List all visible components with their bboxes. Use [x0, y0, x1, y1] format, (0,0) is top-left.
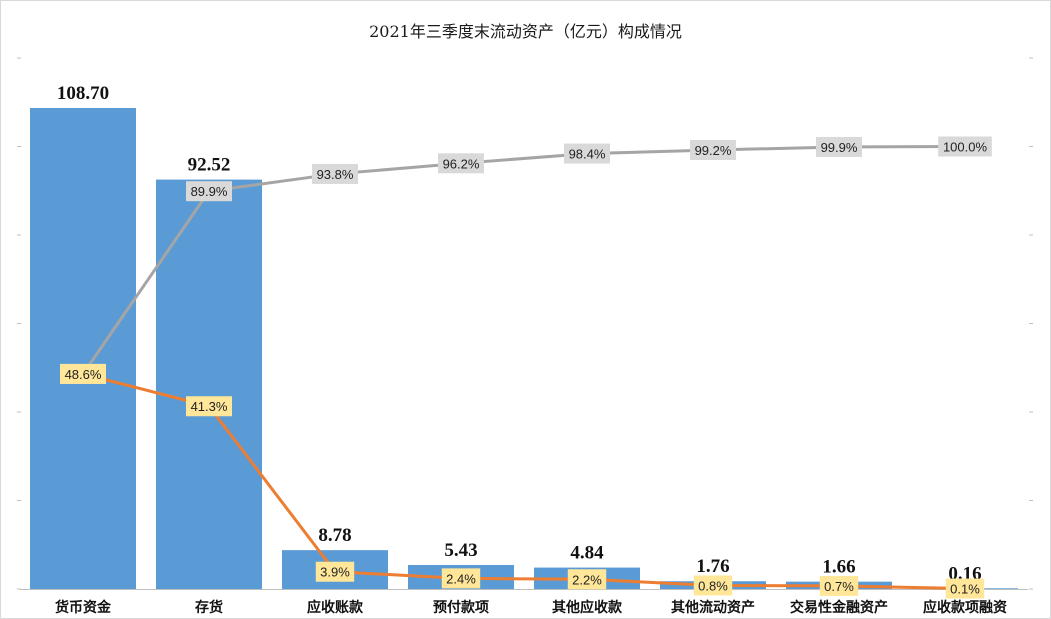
point-label: 3.9%: [320, 565, 350, 580]
x-tick-label: 存货: [195, 599, 223, 616]
point-label: 2.4%: [446, 571, 476, 586]
bar-value-label: 4.84: [570, 543, 604, 564]
x-tick-label: 应收款项融资: [923, 599, 1007, 616]
point-label-box: [186, 396, 232, 417]
bar-value-label: 1.76: [696, 556, 729, 577]
share-labels: 48.6% 41.3% 3.9% 2.4% 2.2% 0.8% 0.7% 0.1%: [60, 363, 985, 599]
point-label: 93.8%: [317, 167, 354, 182]
point-label-box: [693, 575, 733, 596]
point-label: 99.2%: [695, 143, 732, 158]
point-label-box: [945, 578, 985, 599]
bar-value-label: 108.70: [57, 83, 109, 104]
bar-value-label: 1.66: [822, 557, 855, 578]
point-label-box: [312, 163, 358, 184]
x-tick-label: 货币资金: [54, 599, 112, 616]
chart-title: 2021年三季度末流动资产（亿元）构成情况: [369, 22, 682, 41]
x-tick-label: 其他流动资产: [671, 599, 755, 616]
bar: [156, 179, 262, 589]
bar-value-label: 8.78: [318, 525, 351, 546]
point-label-box: [564, 143, 610, 164]
point-label: 41.3%: [191, 399, 228, 414]
point-label: 89.9%: [191, 184, 228, 199]
point-label-box: [441, 568, 481, 589]
bar-value-label: 5.43: [444, 540, 477, 561]
point-label-box: [315, 561, 355, 582]
point-label: 96.2%: [443, 156, 480, 171]
point-label-box: [186, 181, 232, 202]
category-labels: 货币资金 存货 应收账款 预付款项 其他应收款 其他流动资产 交易性金融资产 应收款项融资: [54, 599, 1007, 616]
bar: [30, 108, 136, 589]
point-label: 48.6%: [65, 367, 102, 382]
point-label-box: [567, 569, 607, 590]
x-tick-label: 预付款项: [433, 599, 489, 616]
point-label-box: [819, 575, 859, 596]
x-tick-label: 应收账款: [307, 599, 364, 616]
point-label-box: [60, 363, 106, 384]
bar-series: [30, 108, 1018, 589]
point-label: 99.9%: [821, 140, 858, 155]
point-label: 98.4%: [569, 147, 606, 162]
point-label-box: [938, 136, 992, 157]
point-label-box: [816, 136, 862, 157]
point-label: 2.2%: [572, 572, 602, 587]
axis-ticks: [17, 57, 1033, 590]
share-line: [82, 372, 966, 591]
bar-value-label: 92.52: [188, 155, 231, 176]
point-label-box: [690, 140, 736, 161]
point-label: 100.0%: [943, 140, 988, 155]
point-label: 0.1%: [950, 582, 980, 597]
point-label-box: [438, 153, 484, 174]
point-label: 0.8%: [698, 578, 728, 593]
x-tick-label: 交易性金融资产: [790, 599, 888, 616]
point-label: 0.7%: [824, 579, 854, 594]
x-tick-label: 其他应收款: [552, 599, 623, 616]
